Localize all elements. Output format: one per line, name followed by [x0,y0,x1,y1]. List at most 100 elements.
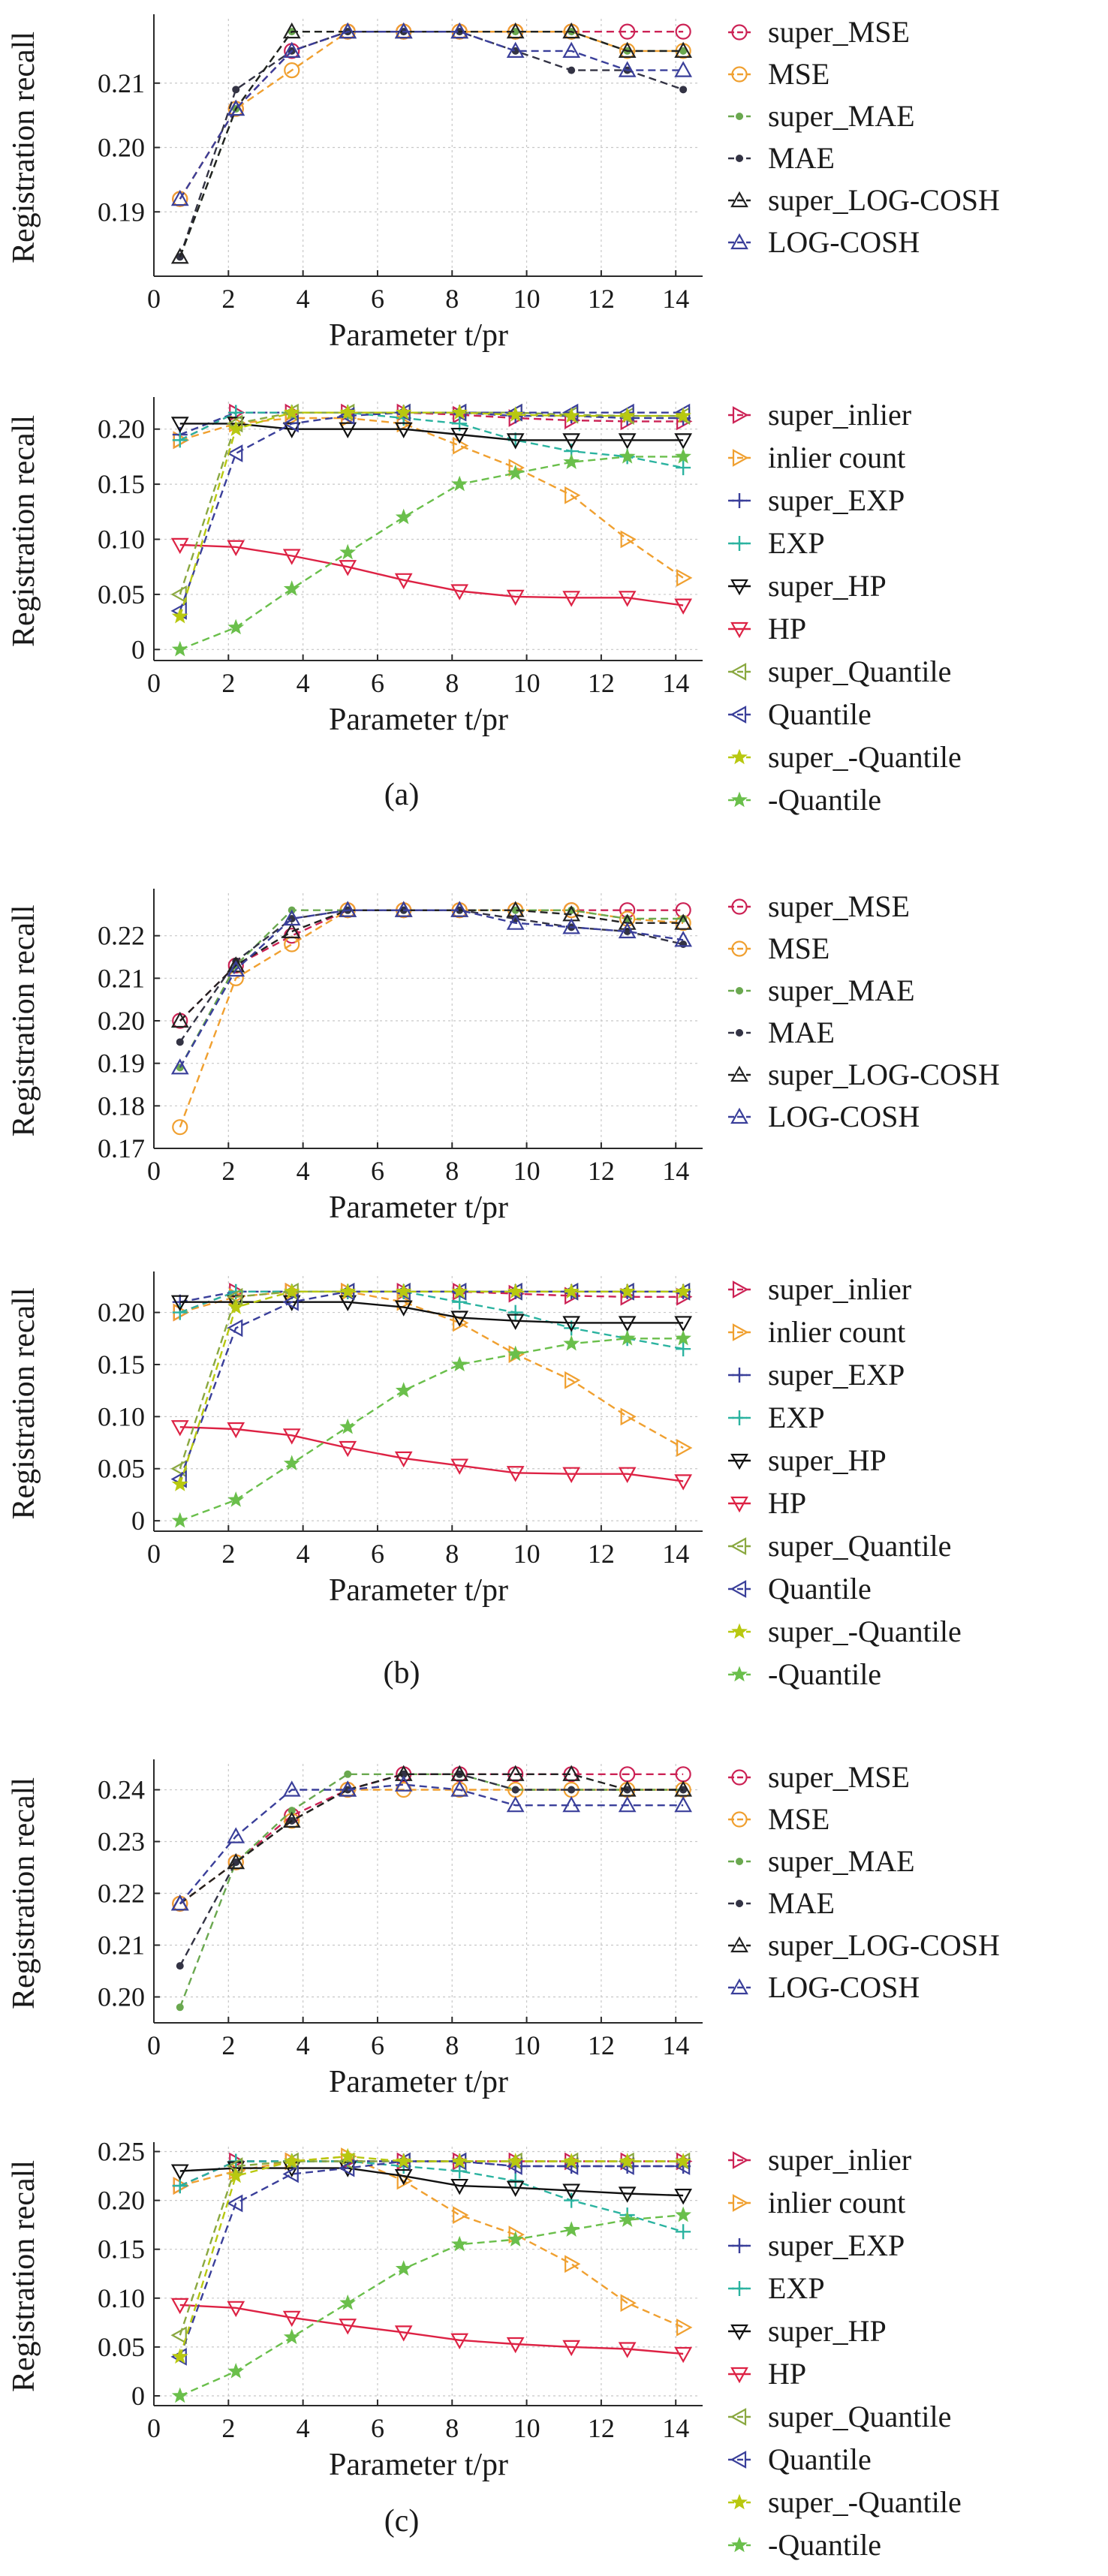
x-tick-label: 2 [221,2413,235,2443]
x-axis-title: Parameter t/pr [329,2065,508,2099]
x-tick-label: 4 [297,1539,310,1569]
data-point [562,2183,581,2200]
series-line [179,1783,684,1905]
series-mse [172,23,691,207]
data-point [227,2167,245,2183]
legend-label: super_-Quantile [768,1615,962,1648]
series-mse [172,902,691,1136]
data-point [226,444,243,462]
data-point [282,2310,301,2328]
data-point [339,2294,357,2310]
series-mae [176,906,688,1046]
data-point [453,2206,469,2225]
series-quantile [170,1282,691,1488]
data-point [675,2153,691,2168]
legend-item-super-mae: super_MAE [728,974,915,1007]
x-tick-label: 14 [662,1156,689,1186]
y-tick-label: 0.15 [98,469,145,499]
data-point [506,913,525,930]
data-point [282,41,301,58]
data-point [618,2342,637,2358]
legend-item-super-exp: super_EXP [728,2228,905,2262]
data-point [507,2153,524,2168]
legend-marker [730,621,748,639]
legend-item-inlier-count: inlier count [728,441,905,474]
legend-marker [730,579,748,596]
data-point [227,1491,245,1507]
series-super-quantile [171,1283,691,1491]
legend-item-super-mae: super_MAE [728,1844,915,1878]
y-tick-label: 0.17 [98,1133,145,1163]
y-tick-label: 0.22 [98,1879,145,1909]
x-tick-label: 2 [221,284,235,314]
x-axis-title: Parameter t/pr [329,703,508,737]
data-point [339,901,357,917]
data-point [339,543,357,560]
data-point [176,2003,184,2012]
legend-marker [731,748,748,765]
data-point [618,913,637,930]
legend-marker [731,66,748,83]
series-line [179,2304,684,2355]
x-tick-label: 2 [221,2030,235,2060]
data-point [453,1314,469,1332]
series-line [179,411,684,595]
data-point [339,2319,357,2335]
legend-label: LOG-COSH [768,1970,920,2004]
legend-marker [731,940,748,957]
y-tick-label: 0 [131,1506,145,1536]
y-tick-label: 0.15 [98,2234,145,2265]
legend-item-quantile: Quantile [728,697,872,731]
data-point [562,2340,581,2357]
data-point [674,1316,693,1332]
legend-item-quantile: -Quantile [728,1657,881,1691]
data-point [620,530,637,549]
legend-label: super_HP [768,569,887,603]
data-point [450,1311,469,1327]
x-tick-label: 0 [147,2030,161,2060]
series-line [179,456,684,651]
legend-marker [732,536,747,551]
legend-label: super_MAE [768,1844,915,1878]
data-point [339,422,357,438]
legend-item-mae: MAE [728,1886,835,1920]
plot-area [170,1282,693,1528]
legend-label: super_EXP [768,483,905,517]
data-point [339,1418,357,1434]
x-tick-label: 6 [371,1156,384,1186]
series-line [179,31,684,257]
legend-marker [730,706,747,724]
y-tick-label: 0.15 [98,1350,145,1380]
legend-label: MAE [768,1886,835,1920]
data-point [452,1294,468,1310]
data-point [674,2188,693,2205]
legend-label: super_-Quantile [768,740,962,774]
data-point [339,560,357,576]
legend-marker [736,1029,743,1037]
data-point [676,460,691,476]
data-point [395,1283,412,1299]
series-inlier-count [173,409,693,587]
data-point [176,1038,184,1046]
data-point [227,2362,245,2379]
legend-marker [730,663,747,681]
data-point [283,580,300,596]
series-log-cosh [170,1775,693,1911]
legend-marker [732,1368,747,1383]
data-point [506,433,525,450]
legend-item-hp: HP [728,1486,806,1520]
series-line [179,31,684,257]
data-point [506,1466,525,1482]
data-point [618,1467,637,1483]
data-point [562,1795,581,1813]
legend-item-hp: HP [728,2357,806,2391]
data-point [450,427,469,444]
data-point [283,2328,300,2345]
data-point [170,537,189,555]
data-point [284,62,300,79]
data-point [395,2260,412,2276]
data-point [227,417,245,433]
data-point [507,464,524,480]
data-point [563,902,580,919]
